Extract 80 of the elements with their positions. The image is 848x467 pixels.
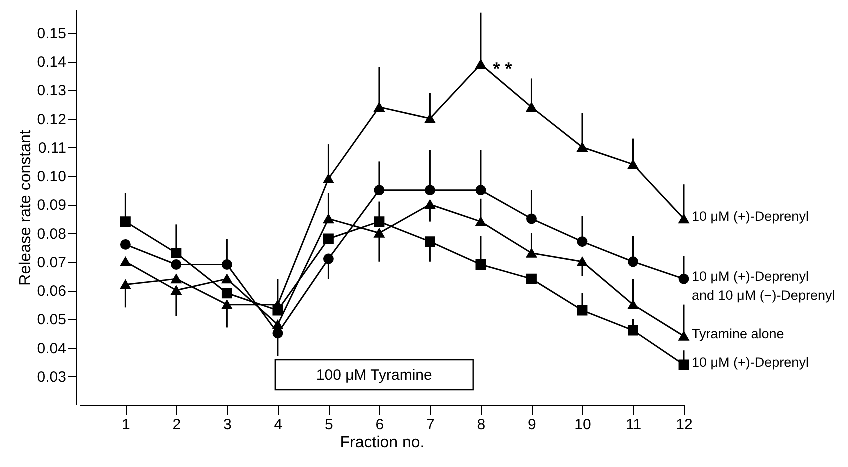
x-tick-label: 3 xyxy=(224,416,232,434)
point xyxy=(323,254,334,264)
series-label: 10 μM (+)-Deprenyl and 10 μM (−)-Deprenyl xyxy=(692,269,836,304)
point xyxy=(374,216,385,228)
point xyxy=(577,142,588,152)
point xyxy=(628,300,638,310)
point xyxy=(272,320,284,330)
x-tick-label: 8 xyxy=(477,416,486,434)
point xyxy=(120,239,131,250)
x-tick-label: 7 xyxy=(426,416,435,434)
point xyxy=(628,256,638,268)
point xyxy=(374,102,385,112)
point xyxy=(526,214,537,224)
point xyxy=(628,160,638,170)
point xyxy=(476,217,486,226)
x-tick-label: 9 xyxy=(528,416,536,434)
x-tick-label: 12 xyxy=(676,416,693,434)
point xyxy=(476,185,486,196)
point xyxy=(424,114,436,124)
point xyxy=(120,280,131,290)
y-tick-label: 0.14 xyxy=(37,54,66,72)
y-tick-label: 0.15 xyxy=(37,25,66,42)
y-tick-label: 0.05 xyxy=(37,312,66,329)
x-tick-label: 1 xyxy=(122,416,130,434)
y-tick-label: 0.07 xyxy=(37,254,66,272)
point xyxy=(323,174,334,184)
point xyxy=(424,236,436,248)
point xyxy=(120,216,131,228)
point xyxy=(323,214,334,224)
point xyxy=(171,248,182,259)
series-label: Tyramine alone xyxy=(692,326,784,342)
point xyxy=(272,328,284,339)
point xyxy=(222,260,232,270)
point xyxy=(222,288,232,299)
point xyxy=(424,185,436,196)
point xyxy=(120,257,131,267)
x-tick-label: 10 xyxy=(574,416,592,434)
x-tick-label: 5 xyxy=(325,416,334,434)
point xyxy=(577,257,588,267)
y-tick-label: 0.09 xyxy=(37,197,66,214)
point xyxy=(272,300,284,310)
point xyxy=(374,185,385,196)
point xyxy=(577,236,588,248)
x-tick-label: 6 xyxy=(376,416,384,434)
series-label: 10 μM (+)-Deprenyl xyxy=(692,354,809,370)
point xyxy=(678,360,690,370)
point xyxy=(374,228,385,238)
point xyxy=(526,248,537,258)
y-tick-label: 0.11 xyxy=(38,140,66,157)
point xyxy=(628,325,638,336)
y-tick-label: 0.08 xyxy=(37,226,66,243)
point xyxy=(678,332,690,341)
y-tick-label: 0.03 xyxy=(37,368,66,386)
point xyxy=(424,200,436,210)
x-axis-title: Fraction no. xyxy=(340,434,425,452)
y-tick-label: 0.04 xyxy=(37,340,66,358)
series-label: 10 μM (+)-Deprenyl xyxy=(692,208,809,224)
point xyxy=(171,274,182,284)
point xyxy=(678,274,690,284)
x-tick-label: 2 xyxy=(172,416,182,434)
point xyxy=(171,286,182,296)
y-tick-label: 0.10 xyxy=(37,168,66,186)
point xyxy=(526,274,537,284)
point xyxy=(526,102,537,112)
x-tick-label: 11 xyxy=(626,416,642,434)
point xyxy=(476,60,486,70)
point xyxy=(222,300,232,310)
point xyxy=(678,214,690,224)
band-label: 100 μM Tyramine xyxy=(316,367,432,384)
y-tick-label: 0.06 xyxy=(37,283,66,300)
point xyxy=(171,260,182,270)
annotation: * * xyxy=(493,59,512,79)
x-tick-label: 4 xyxy=(274,416,283,434)
y-tick-label: 0.12 xyxy=(37,111,66,128)
point xyxy=(323,234,334,244)
y-axis-title: Release rate constant xyxy=(17,130,34,286)
y-tick-label: 0.13 xyxy=(37,82,66,100)
point xyxy=(222,274,232,284)
point xyxy=(577,305,588,316)
point xyxy=(476,260,486,270)
